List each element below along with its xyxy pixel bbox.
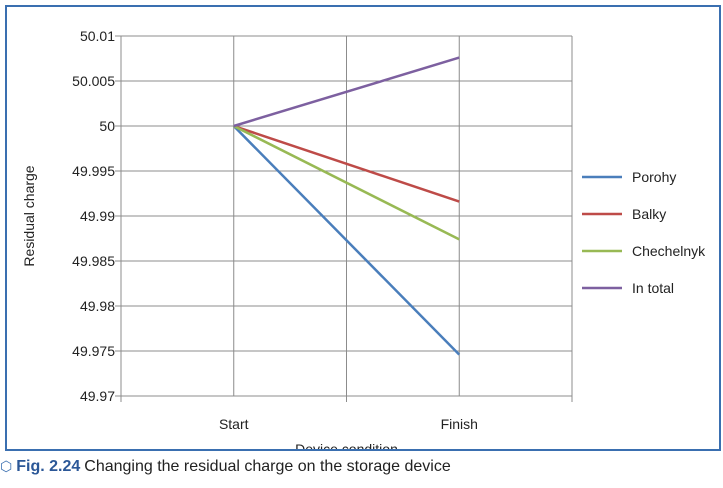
y-tick-label: 50.005	[72, 73, 115, 89]
caption-figure-number: Fig. 2.24	[16, 458, 81, 475]
series-line-in-total	[233, 56, 460, 128]
x-tick-label: Finish	[441, 416, 478, 432]
y-tick-label: 50	[99, 118, 115, 134]
y-tick-label: 49.985	[72, 253, 115, 269]
y-tick-label: 50.01	[80, 28, 115, 44]
y-axis-title: Residual charge	[21, 165, 37, 266]
caption-text: Changing the residual charge on the stor…	[84, 458, 451, 475]
figure-caption: ⬡ Fig. 2.24 Changing the residual charge o…	[0, 458, 723, 488]
series-line-porohy	[232, 125, 461, 356]
series-line-balky	[233, 124, 460, 203]
chart-frame: 49.97 49.975 49.98 49.985 49.99 49.995 50 50.00…	[5, 5, 721, 451]
line-chart: 49.97 49.975 49.98 49.985 49.99 49.995 50 50.00…	[21, 28, 706, 449]
chevron-up-icon: ⬡	[0, 458, 13, 474]
y-tick-label: 49.995	[72, 163, 115, 179]
legend-label-balky: Balky	[632, 206, 666, 222]
legend-label-in-total: In total	[632, 280, 674, 296]
x-tick-label: Start	[219, 416, 249, 432]
y-tick-label: 49.97	[80, 388, 115, 404]
y-tick-label: 49.99	[80, 208, 115, 224]
legend-label-chechelnyk: Chechelnyk	[632, 243, 706, 259]
series-line-chechelnyk	[233, 124, 460, 241]
y-tick-label: 49.98	[80, 298, 115, 314]
x-axis-title: Device condition	[295, 441, 398, 449]
legend-label-porohy: Porohy	[632, 169, 676, 185]
y-tick-label: 49.975	[72, 343, 115, 359]
